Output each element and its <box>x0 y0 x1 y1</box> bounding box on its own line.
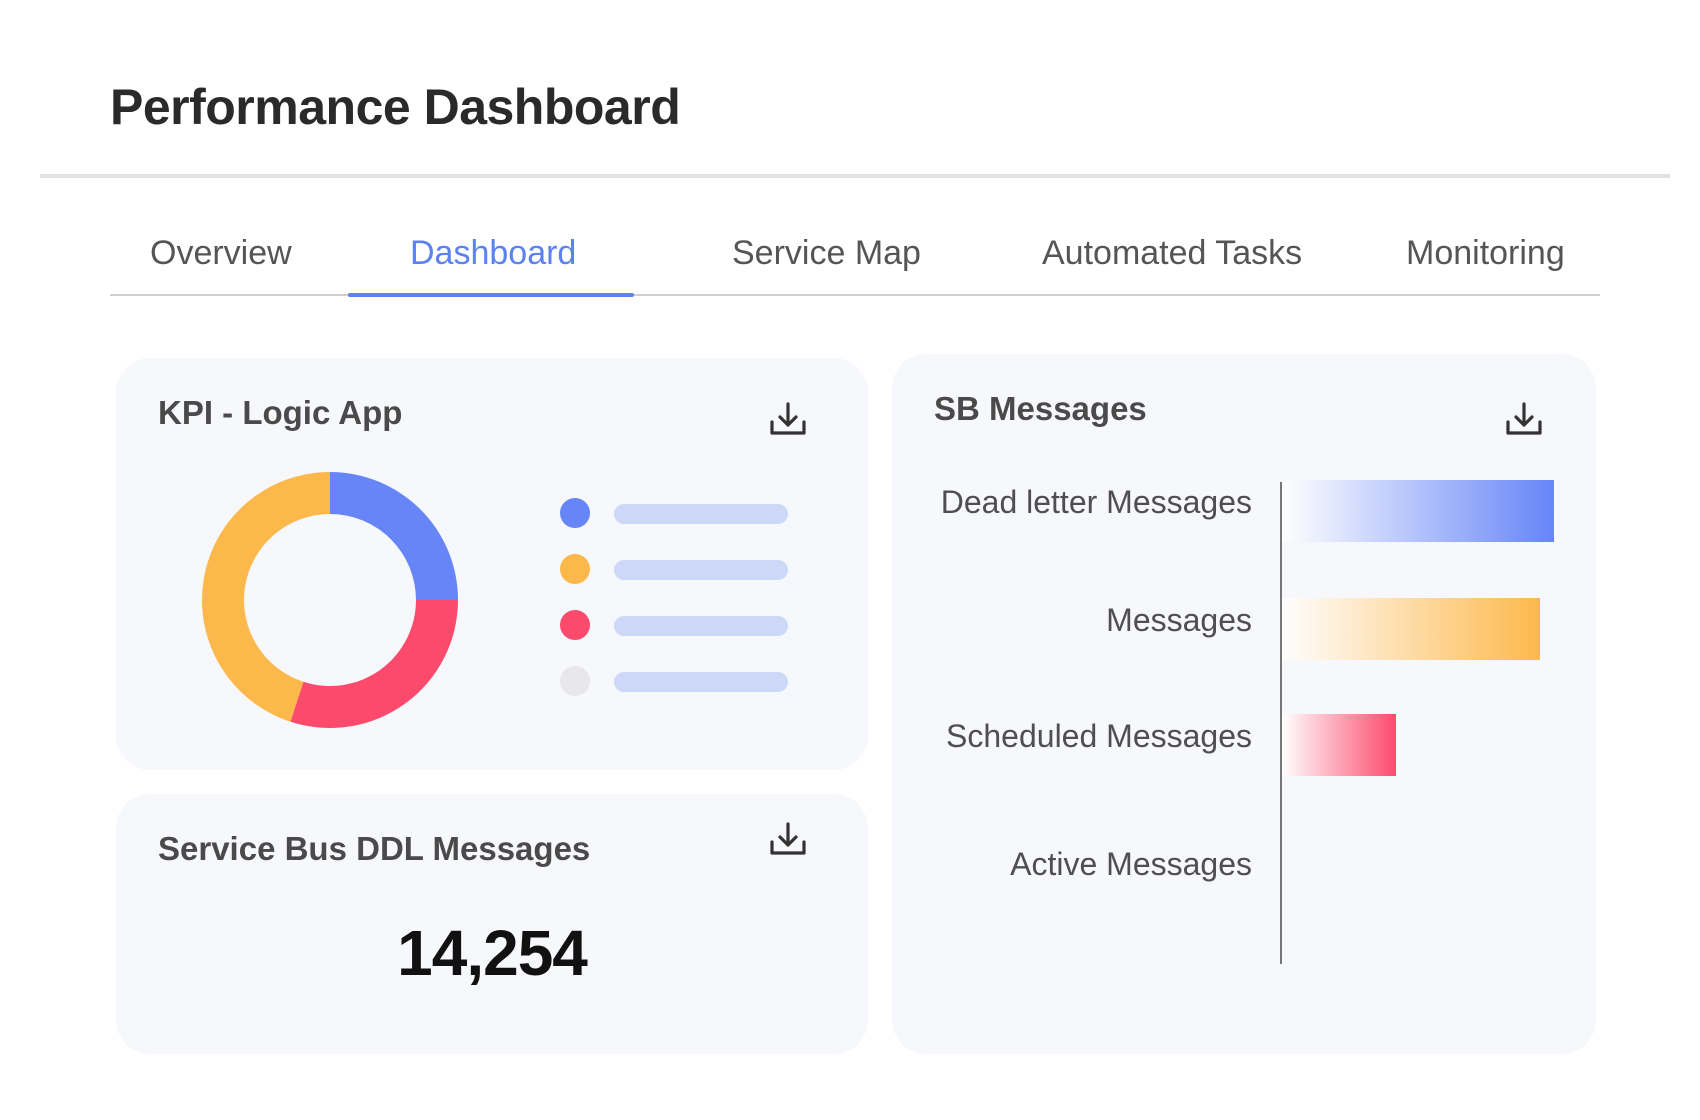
card-title: SB Messages <box>934 390 1147 427</box>
legend-placeholder-bar <box>614 616 788 636</box>
kpi-donut-chart <box>202 472 458 728</box>
page-title: Performance Dashboard <box>110 79 681 135</box>
tab-service-map[interactable]: Service Map <box>732 234 921 272</box>
bar <box>1282 598 1540 660</box>
tab-dashboard[interactable]: Dashboard <box>410 234 577 272</box>
bar <box>1282 714 1396 776</box>
tab-overview[interactable]: Overview <box>150 234 292 272</box>
tab-monitoring[interactable]: Monitoring <box>1406 234 1565 272</box>
download-icon[interactable] <box>766 818 810 862</box>
service-bus-ddl-card: Service Bus DDL Messages 14,254 <box>116 794 868 1054</box>
card-title: KPI - Logic App <box>158 394 403 431</box>
bar <box>1282 480 1554 542</box>
donut-segment-1 <box>290 600 458 728</box>
legend-dot <box>560 610 590 640</box>
bar-label: Scheduled Messages <box>946 718 1252 754</box>
download-icon[interactable] <box>766 398 810 442</box>
bar-label: Active Messages <box>1010 846 1252 882</box>
chart-axis <box>1280 482 1282 964</box>
donut-segment-2 <box>202 472 330 722</box>
legend-placeholder-bar <box>614 504 788 524</box>
download-icon[interactable] <box>1502 398 1546 442</box>
sb-messages-card: SB Messages Dead letter Messages Messages… <box>892 354 1596 1054</box>
legend-placeholder-bar <box>614 560 788 580</box>
legend-dot <box>560 666 590 696</box>
active-tab-indicator <box>348 293 634 297</box>
legend-dot <box>560 498 590 528</box>
legend-dot <box>560 554 590 584</box>
bar-label: Dead letter Messages <box>940 484 1252 520</box>
donut-segment-0 <box>330 472 458 600</box>
legend-placeholder-bar <box>614 672 788 692</box>
kpi-logic-app-card: KPI - Logic App <box>116 358 868 770</box>
card-title: Service Bus DDL Messages <box>158 830 591 867</box>
ddl-message-count: 14,254 <box>397 917 588 989</box>
tab-automated-tasks[interactable]: Automated Tasks <box>1042 234 1303 272</box>
tab-bar: Overview Dashboard Service Map Automated… <box>110 228 1600 297</box>
bar-label: Messages <box>1106 602 1252 638</box>
title-divider <box>40 174 1670 178</box>
